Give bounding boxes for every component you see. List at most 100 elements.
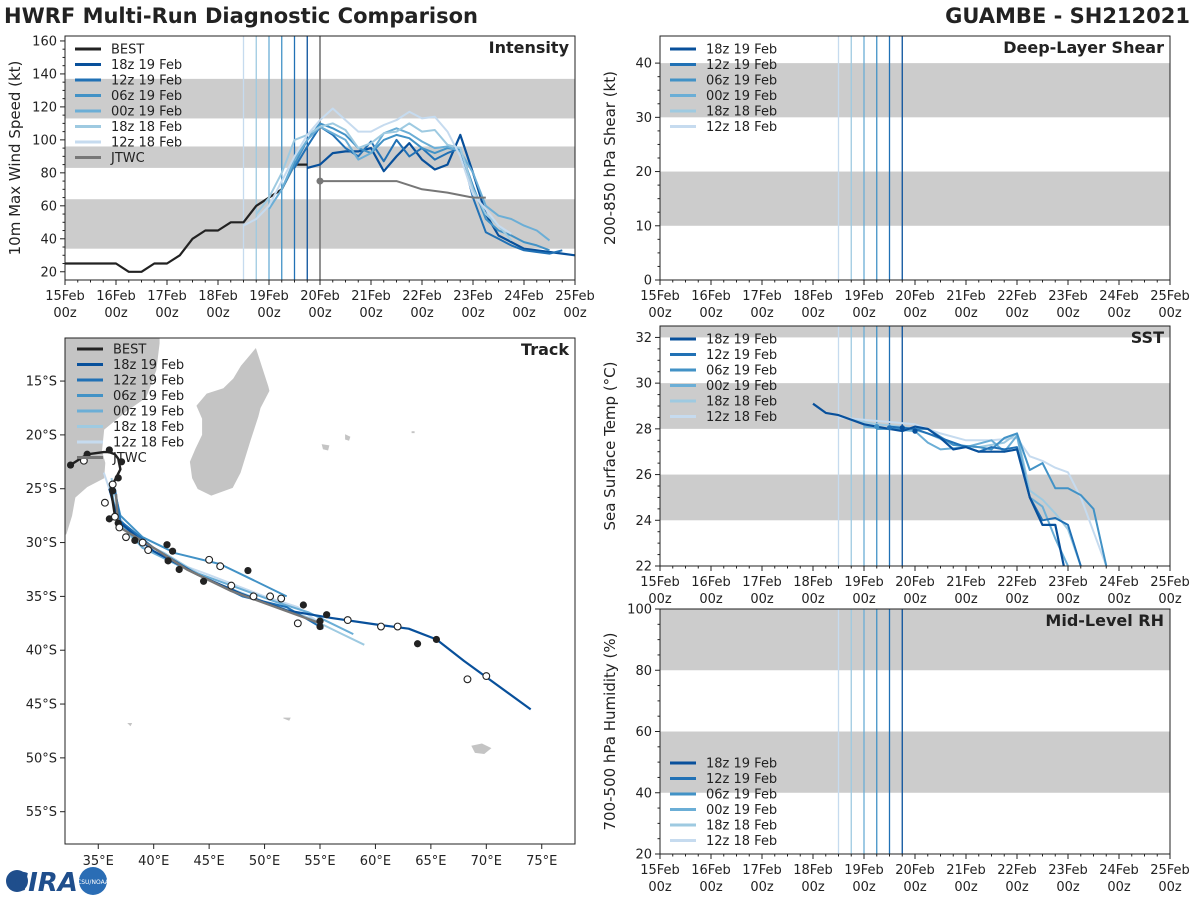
intensity-xtick-label: 00z — [155, 306, 179, 321]
rh-xtick-label: 00z — [903, 880, 927, 895]
track-marker-open — [216, 562, 225, 571]
sst-xtick-label: 00z — [801, 592, 825, 607]
intensity-xtick-label: 00z — [308, 306, 332, 321]
shear-ytick-label: 40 — [635, 57, 652, 72]
intensity-xtick-label: 24Feb — [504, 289, 544, 304]
shear-xtick-label: 00z — [1056, 306, 1080, 321]
track-marker-filled — [131, 536, 139, 545]
rh-legend-label: 18z 19 Feb — [706, 757, 777, 772]
shear-legend-label: 18z 18 Feb — [706, 105, 777, 120]
intensity-xtick-label: 15Feb — [45, 289, 85, 304]
track-marker-open — [115, 523, 124, 532]
intensity-xtick-label: 00z — [512, 306, 536, 321]
rh-legend-label: 06z 19 Feb — [706, 788, 777, 803]
map-land — [65, 338, 492, 755]
shear-xtick-label: 17Feb — [742, 289, 782, 304]
sst-marker — [912, 428, 918, 434]
track-marker-filled — [432, 635, 441, 644]
rh-xtick-label: 16Feb — [691, 863, 731, 878]
track-marker-open — [205, 555, 214, 564]
intensity-legend-label: 18z 18 Feb — [111, 120, 182, 135]
sst-xtick-label: 21Feb — [946, 575, 986, 590]
track-legend-label: BEST — [113, 343, 146, 358]
track-xtick-label: 45°E — [193, 854, 224, 869]
rh-xtick-label: 23Feb — [1048, 863, 1088, 878]
track-marker-filled — [299, 601, 307, 609]
intensity-legend-label: 12z 18 Feb — [111, 136, 182, 151]
rh-xtick-label: 00z — [1056, 880, 1080, 895]
crozet-island — [283, 717, 291, 721]
sst-xtick-label: 00z — [954, 592, 978, 607]
intensity-series-group — [65, 107, 575, 273]
mauritius-island — [345, 434, 351, 441]
shear-xtick-label: 00z — [1158, 306, 1182, 321]
figure-title: HWRF Multi-Run Diagnostic Comparison — [4, 4, 479, 28]
sst-ytick-label: 22 — [635, 560, 652, 575]
sst-xtick-label: 15Feb — [640, 575, 680, 590]
intensity-legend-label: BEST — [111, 43, 144, 58]
sst-ytick-label: 24 — [635, 514, 652, 529]
sst-band — [660, 383, 1170, 429]
intensity-xtick-label: 18Feb — [198, 289, 238, 304]
africa-coast — [65, 338, 160, 536]
track-marker-filled — [105, 446, 113, 454]
intensity-xtick-label: 23Feb — [453, 289, 493, 304]
rh-xtick-label: 20Feb — [895, 863, 935, 878]
track-xtick-label: 60°E — [360, 854, 391, 869]
intensity-panel: 20 40 60 80 100 120 140 160 15Feb 00z 16Feb 00z 17Fe… — [6, 34, 595, 321]
intensity-ylabel: 10m Max Wind Speed (kt) — [6, 61, 24, 256]
track-marker-open — [277, 594, 286, 603]
rh-legend-label: 12z 19 Feb — [706, 772, 777, 787]
shear-xtick-label: 00z — [954, 306, 978, 321]
track-marker-open — [108, 480, 117, 489]
track-marker-open — [463, 675, 472, 684]
track-xtick-label: 50°E — [249, 854, 280, 869]
shear-xtick-label: 21Feb — [946, 289, 986, 304]
sst-legend-label: 06z 19 Feb — [706, 364, 777, 379]
shear-ytick-label: 0 — [644, 274, 652, 289]
track-marker-filled — [109, 487, 117, 495]
track-ytick-label: 20°S — [26, 428, 57, 443]
rh-xtick-label: 00z — [648, 880, 672, 895]
rh-ytick-label: 80 — [635, 664, 652, 679]
rh-ytick-label: 40 — [635, 786, 652, 801]
rh-legend-label: 12z 18 Feb — [706, 834, 777, 849]
intensity-ytick-label: 20 — [40, 265, 57, 280]
reunion-island — [321, 444, 330, 451]
svg-text:CIRA: CIRA — [9, 868, 78, 898]
cira-logo: CIRA CSU/NOAA — [6, 867, 110, 898]
sst-xtick-label: 00z — [648, 592, 672, 607]
track-marker-filled — [163, 541, 171, 549]
rh-xtick-label: 00z — [699, 880, 723, 895]
shear-legend-label: 12z 18 Feb — [706, 120, 777, 135]
track-ytick-label: 50°S — [26, 751, 57, 766]
shear-xtick-label: 00z — [1005, 306, 1029, 321]
sst-ytick-label: 28 — [635, 422, 652, 437]
shear-xtick-label: 00z — [699, 306, 723, 321]
sst-xtick-label: 16Feb — [691, 575, 731, 590]
intensity-ytick-label: 40 — [40, 232, 57, 247]
shear-xtick-label: 16Feb — [691, 289, 731, 304]
sst-xtick-label: 18Feb — [793, 575, 833, 590]
intensity-xtick-label: 17Feb — [147, 289, 187, 304]
intensity-legend-label: 06z 19 Feb — [111, 89, 182, 104]
rh-xtick-label: 15Feb — [640, 863, 680, 878]
track-marker-filled — [413, 640, 422, 648]
sst-ytick-label: 30 — [635, 377, 652, 392]
sst-xtick-label: 19Feb — [844, 575, 884, 590]
intensity-ytick-label: 100 — [32, 133, 57, 148]
sst-ytick-label: 32 — [635, 331, 652, 346]
rh-xtick-label: 00z — [1005, 880, 1029, 895]
rh-ytick-label: 100 — [627, 603, 652, 618]
sst-xtick-label: 20Feb — [895, 575, 935, 590]
track-ytick-label: 25°S — [26, 482, 57, 497]
intensity-xtick-label: 25Feb — [555, 289, 595, 304]
track-marker-open — [144, 546, 153, 555]
intensity-series-r12z19 — [293, 125, 563, 255]
shear-xtick-label: 00z — [801, 306, 825, 321]
madagascar-island — [189, 347, 270, 496]
track-marker-filled — [199, 577, 208, 585]
intensity-series-jtwc — [320, 180, 486, 199]
intensity-xtick-label: 00z — [461, 306, 485, 321]
